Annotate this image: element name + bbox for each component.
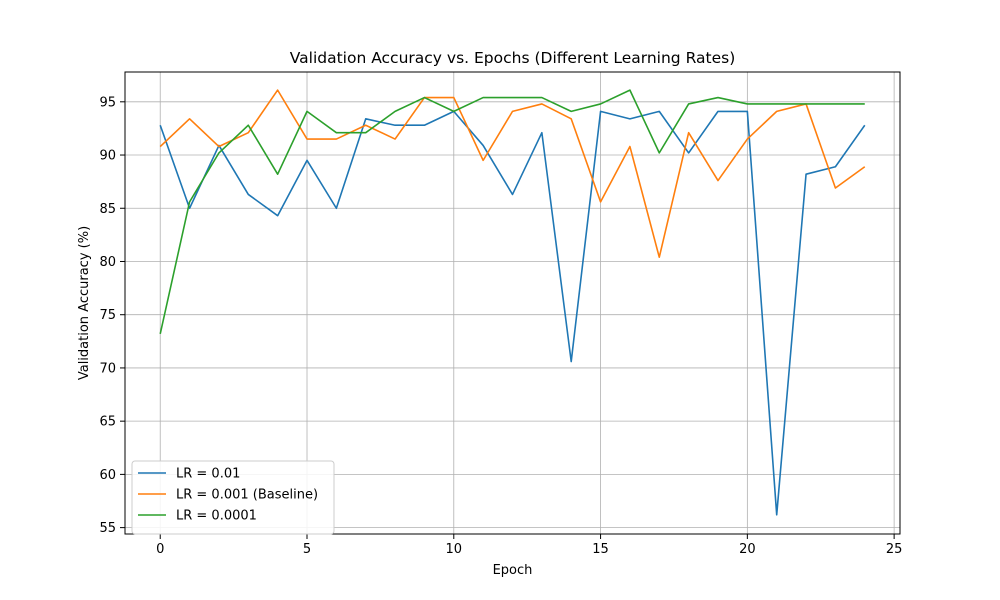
y-tick-label: 75 bbox=[99, 308, 116, 323]
series-line-2 bbox=[159, 89, 865, 335]
x-tick-label: 20 bbox=[739, 542, 756, 557]
grid-lines bbox=[125, 72, 900, 534]
y-tick-label: 90 bbox=[99, 149, 116, 164]
legend: LR = 0.01 LR = 0.001 (Baseline) LR = 0.000… bbox=[131, 460, 335, 535]
x-tick-label: 10 bbox=[446, 542, 463, 557]
x-tick-label: 5 bbox=[303, 542, 311, 557]
y-tick-label: 70 bbox=[99, 361, 116, 376]
x-tick-label: 15 bbox=[592, 542, 609, 557]
legend-box bbox=[131, 460, 335, 535]
y-axis-title: Validation Accuracy (%) bbox=[77, 226, 92, 380]
series-line-0 bbox=[159, 110, 866, 516]
y-tick-label: 85 bbox=[99, 202, 116, 217]
x-tick-label: 0 bbox=[156, 542, 164, 557]
x-tick-label: 25 bbox=[886, 542, 903, 557]
y-tick-label: 80 bbox=[99, 255, 116, 270]
legend-label-0: LR = 0.01 bbox=[176, 467, 240, 482]
y-tick-label: 65 bbox=[99, 415, 116, 430]
y-tick-label: 60 bbox=[99, 468, 116, 483]
chart-title: Validation Accuracy vs. Epochs (Differen… bbox=[290, 49, 736, 67]
legend-label-1: LR = 0.001 (Baseline) bbox=[176, 488, 318, 503]
y-tick-label: 55 bbox=[99, 521, 116, 536]
series-lines bbox=[159, 89, 866, 516]
series-line-1 bbox=[159, 89, 866, 259]
plot-area-frame bbox=[124, 71, 901, 535]
x-axis-title: Epoch bbox=[493, 563, 533, 578]
y-tick-label: 95 bbox=[99, 95, 116, 110]
legend-label-2: LR = 0.0001 bbox=[176, 509, 257, 524]
axis-ticks: 0 5 10 15 20 25 55 60 65 70 75 80 85 90 95 bbox=[99, 95, 902, 557]
